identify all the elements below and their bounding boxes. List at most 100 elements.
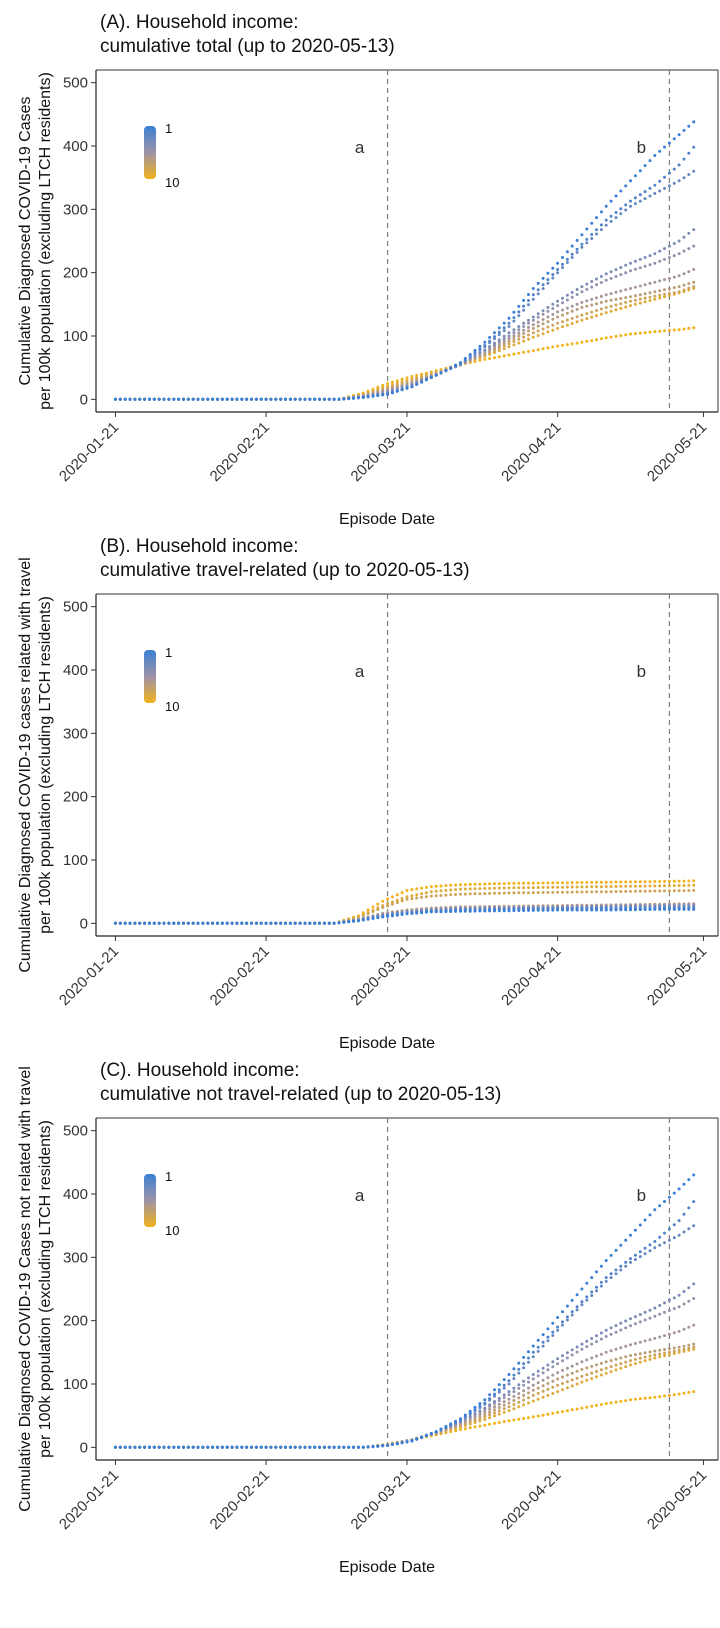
- series-point: [322, 921, 326, 925]
- series-decile-3: [113, 905, 696, 925]
- series-point: [493, 1421, 496, 1425]
- series-point: [254, 1445, 258, 1449]
- series-point: [507, 1382, 511, 1386]
- y-tick-label: 200: [63, 265, 88, 282]
- series-point: [551, 307, 555, 310]
- legend-label-top: 1: [165, 1169, 172, 1184]
- series-point: [531, 1383, 535, 1387]
- series-point: [152, 921, 156, 925]
- series-point: [614, 1272, 618, 1276]
- x-tick-label: 2020-03-21: [348, 419, 414, 485]
- series-point: [619, 334, 623, 338]
- series-point: [454, 893, 458, 896]
- series-point: [454, 909, 458, 913]
- series-point: [527, 1416, 530, 1420]
- series-point: [653, 1336, 657, 1340]
- series-point: [211, 1445, 215, 1449]
- series-point: [493, 1392, 496, 1396]
- series-point: [551, 1411, 555, 1415]
- series-point: [381, 393, 385, 397]
- series-point: [497, 1390, 501, 1394]
- series-point: [191, 921, 195, 925]
- series-point: [580, 245, 584, 249]
- series-point: [531, 297, 535, 301]
- series-point: [361, 918, 365, 922]
- series-point: [677, 884, 681, 888]
- series-point: [463, 357, 467, 360]
- series-point: [541, 1413, 545, 1417]
- series-point: [609, 1326, 613, 1330]
- series-point: [692, 285, 696, 289]
- legend-colorbar: [144, 126, 156, 179]
- series-point: [614, 194, 618, 198]
- series-point: [614, 211, 618, 214]
- series-point: [497, 886, 501, 890]
- series-point: [240, 397, 244, 401]
- series-point: [123, 1445, 127, 1449]
- series-decile-3: [113, 169, 696, 401]
- series-point: [643, 256, 647, 259]
- series-point: [507, 909, 511, 913]
- series-point: [493, 1414, 496, 1418]
- series-point: [580, 1303, 584, 1307]
- series-point: [527, 1360, 530, 1364]
- series-point: [390, 914, 394, 918]
- series-point: [638, 1360, 642, 1364]
- series-point: [556, 310, 560, 314]
- series-point: [512, 1418, 516, 1422]
- series-point: [507, 891, 511, 895]
- series-point: [483, 1418, 487, 1421]
- series-point: [599, 1368, 603, 1372]
- series-point: [245, 1445, 249, 1449]
- series-point: [332, 1445, 336, 1449]
- series-point: [604, 1402, 608, 1406]
- series-point: [565, 1386, 569, 1390]
- series-point: [497, 882, 501, 886]
- series-point: [648, 884, 652, 888]
- series-point: [595, 1340, 598, 1344]
- series-point: [517, 886, 521, 890]
- series-point: [687, 1390, 691, 1394]
- series-point: [488, 1413, 492, 1417]
- series-point: [648, 1354, 652, 1358]
- series-point: [687, 231, 691, 235]
- series-point: [259, 397, 263, 401]
- series-point: [502, 1383, 506, 1387]
- series-point: [444, 368, 448, 372]
- series-point: [638, 284, 642, 288]
- series-point: [667, 294, 671, 297]
- series-point: [493, 891, 496, 895]
- series-point: [682, 1290, 686, 1293]
- series-point: [585, 1366, 589, 1370]
- series-point: [488, 1403, 492, 1407]
- series-point: [488, 886, 492, 890]
- series-point: [653, 294, 657, 298]
- series-point: [561, 1375, 564, 1379]
- series-point: [546, 1368, 550, 1372]
- series-point: [687, 883, 691, 887]
- series-point: [687, 173, 691, 176]
- series-point: [633, 196, 637, 200]
- series-point: [551, 908, 555, 912]
- series-point: [653, 907, 657, 911]
- series-point: [643, 292, 647, 296]
- series-point: [677, 1329, 681, 1333]
- series-point: [658, 1304, 662, 1307]
- series-point: [648, 1308, 652, 1312]
- x-tick-label: 2020-03-21: [348, 943, 414, 1009]
- series-point: [522, 335, 526, 339]
- series-point: [609, 885, 613, 888]
- series-point: [663, 879, 666, 883]
- series-point: [157, 1445, 161, 1449]
- series-point: [395, 893, 399, 897]
- series-point: [527, 350, 530, 353]
- series-point: [434, 894, 438, 898]
- series-point: [580, 1287, 584, 1291]
- series-point: [390, 900, 394, 904]
- series-point: [658, 1312, 662, 1316]
- series-point: [663, 288, 666, 292]
- series-point: [327, 397, 331, 401]
- series-point: [663, 1351, 666, 1355]
- series-point: [531, 326, 535, 330]
- series-decile-1: [113, 120, 696, 401]
